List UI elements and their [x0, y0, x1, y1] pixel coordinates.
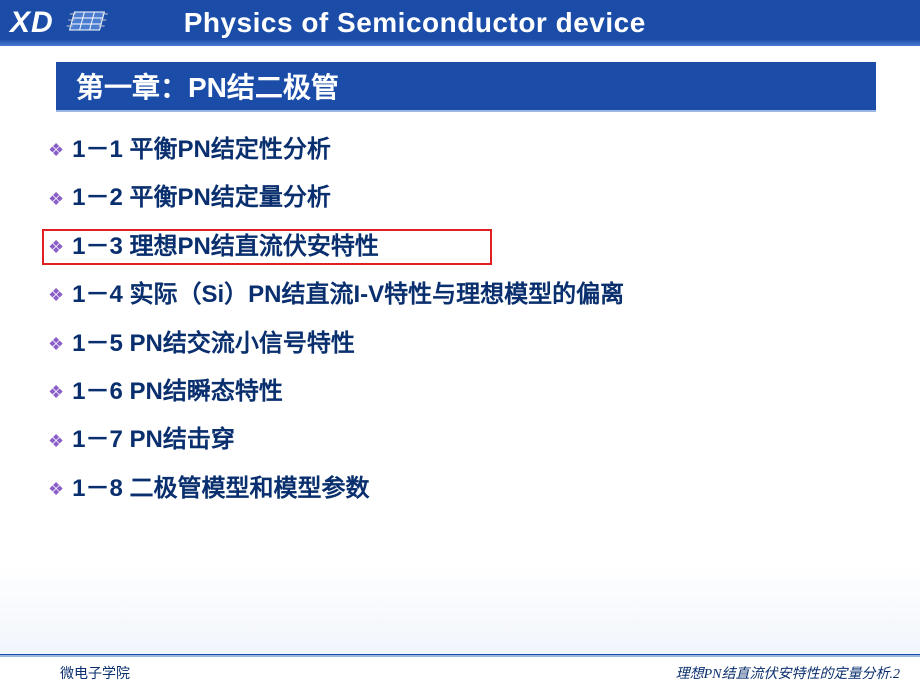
item-label: 1－6 PN结瞬态特性 [72, 376, 283, 408]
footer-left: 微电子学院 [60, 663, 130, 683]
diamond-bullet-icon: ❖ [48, 480, 64, 498]
diamond-bullet-icon: ❖ [48, 190, 64, 208]
item-label: 1－4 实际（Si）PN结直流I-V特性与理想模型的偏离 [72, 279, 624, 311]
logo-text: XD [10, 6, 54, 40]
list-item: ❖ 1－5 PN结交流小信号特性 [42, 326, 920, 362]
footer-right: 理想PN结直流伏安特性的定量分析.2 [676, 663, 900, 683]
diamond-bullet-icon: ❖ [48, 335, 64, 353]
footer: 微电子学院 理想PN结直流伏安特性的定量分析.2 [0, 654, 920, 690]
list-item: ❖ 1－2 平衡PN结定量分析 [42, 180, 920, 216]
list-item: ❖ 1－4 实际（Si）PN结直流I-V特性与理想模型的偏离 [42, 277, 920, 313]
background-gradient [0, 564, 920, 654]
item-label: 1－8 二极管模型和模型参数 [72, 473, 369, 505]
item-label: 1－2 平衡PN结定量分析 [72, 182, 331, 214]
item-label: 1－1 平衡PN结定性分析 [72, 134, 331, 166]
item-label: 1－3 理想PN结直流伏安特性 [72, 231, 379, 263]
logo-icon [64, 6, 124, 38]
course-title: Physics of Semiconductor device [184, 7, 646, 39]
list-item: ❖ 1－7 PN结击穿 [42, 422, 920, 458]
chapter-bar: 第一章：PN结二极管 [56, 62, 876, 110]
list-item-highlighted: ❖ 1－3 理想PN结直流伏安特性 [42, 229, 492, 265]
top-banner: XD Physics of Semiconductor device [0, 0, 920, 46]
list-item: ❖ 1－1 平衡PN结定性分析 [42, 132, 920, 168]
content-list: ❖ 1－1 平衡PN结定性分析 ❖ 1－2 平衡PN结定量分析 ❖ 1－3 理想… [42, 132, 920, 507]
list-item: ❖ 1－6 PN结瞬态特性 [42, 374, 920, 410]
item-label: 1－5 PN结交流小信号特性 [72, 328, 355, 360]
diamond-bullet-icon: ❖ [48, 383, 64, 401]
chapter-title: 第一章：PN结二极管 [76, 66, 339, 106]
diamond-bullet-icon: ❖ [48, 238, 64, 256]
diamond-bullet-icon: ❖ [48, 141, 64, 159]
diamond-bullet-icon: ❖ [48, 286, 64, 304]
diamond-bullet-icon: ❖ [48, 432, 64, 450]
list-item: ❖ 1－8 二极管模型和模型参数 [42, 471, 920, 507]
item-label: 1－7 PN结击穿 [72, 424, 235, 456]
